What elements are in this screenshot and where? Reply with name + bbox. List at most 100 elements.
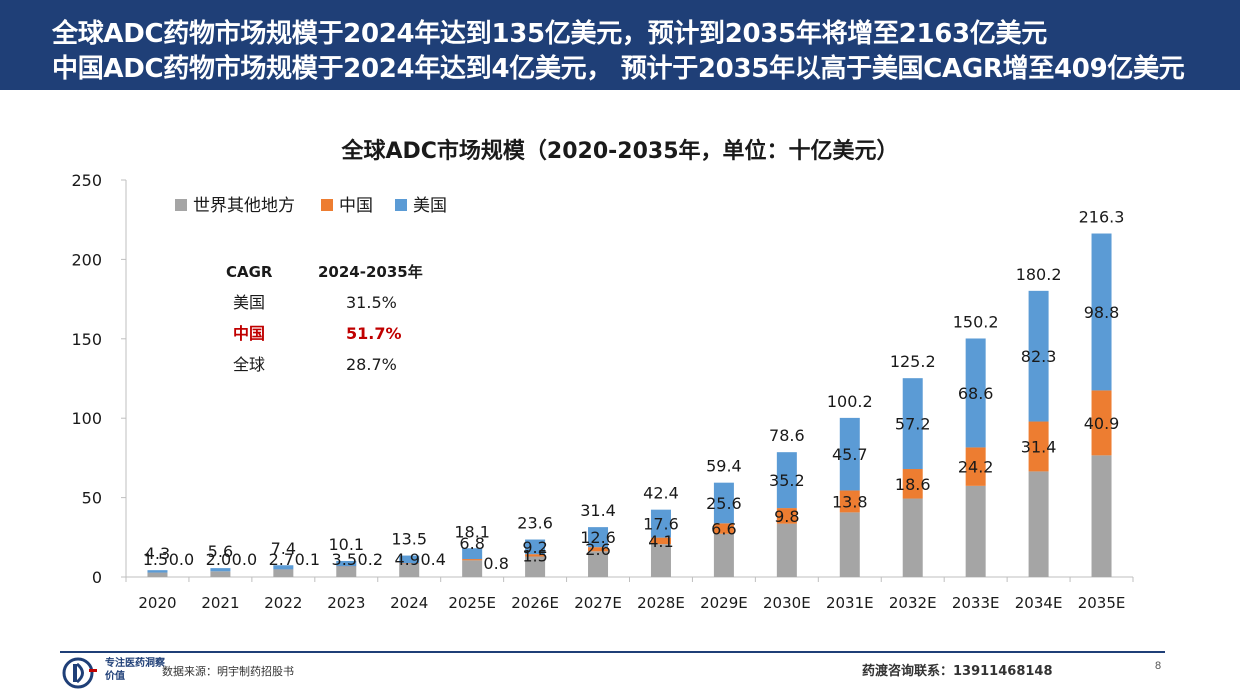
contact-info: 药渡咨询联系：13911468148 <box>862 664 1053 679</box>
cagr-header-label: CAGR <box>226 263 273 281</box>
data-label-us: 98.8 <box>1084 303 1120 322</box>
data-label-us: 45.7 <box>832 445 868 464</box>
bar-segment <box>839 512 860 577</box>
header-banner: 全球ADC药物市场规模于2024年达到135亿美元，预计到2035年将增至216… <box>0 0 1240 90</box>
data-label-total: 10.1 <box>328 535 364 554</box>
bar-segment <box>525 556 546 577</box>
data-label-total: 78.6 <box>769 426 805 445</box>
bar-segment <box>776 508 797 524</box>
x-tick-label: 2020 <box>138 594 176 612</box>
header-line-2: 中国ADC药物市场规模于2024年达到4亿美元， 预计于2035年以高于美国CA… <box>52 54 1185 84</box>
bar-segment <box>588 551 609 577</box>
data-label-us: 25.6 <box>706 494 742 513</box>
data-label-total: 180.2 <box>1016 265 1062 284</box>
data-label-us: 57.2 <box>895 415 931 434</box>
x-tick-label: 2024 <box>390 594 428 612</box>
bar-segment <box>839 417 860 491</box>
data-label-china: 40.9 <box>1084 414 1120 433</box>
x-tick-label: 2023 <box>327 594 365 612</box>
data-label-china: 1.5 <box>522 546 547 565</box>
x-tick-label: 2035E <box>1078 594 1126 612</box>
bar-segment <box>1091 455 1112 577</box>
y-tick-label: 200 <box>71 250 102 269</box>
legend-label: 中国 <box>339 196 373 216</box>
data-label-us: 35.2 <box>769 471 805 490</box>
bar-segment <box>965 485 986 577</box>
legend-label: 美国 <box>413 196 447 216</box>
data-label-us: 2.0 <box>206 550 231 569</box>
bar-segment <box>462 559 483 561</box>
x-tick-label: 2027E <box>574 594 622 612</box>
stacked-bar-chart: 全球ADC市场规模（2020-2035年，单位：十亿美元） 0 50 100 150 20… <box>71 138 1134 612</box>
data-label-us: 9.2 <box>522 538 547 557</box>
data-label-us: 17.6 <box>643 515 679 534</box>
chart-title: 全球ADC市场规模（2020-2035年，单位：十亿美元） <box>340 138 898 164</box>
cagr-row-value: 51.7% <box>346 324 402 343</box>
bar-segment <box>902 498 923 577</box>
bar-segment <box>713 523 734 534</box>
data-label-us: 12.6 <box>580 528 616 547</box>
bar-segment <box>399 563 420 564</box>
data-label-us: 68.6 <box>958 384 994 403</box>
data-label-total: 216.3 <box>1079 208 1125 227</box>
data-label-total: 31.4 <box>580 501 616 520</box>
data-label-us: 3.5 <box>332 550 357 569</box>
data-label-china: 0.0 <box>169 550 194 569</box>
data-label-china: 0.0 <box>232 550 257 569</box>
bar-segment <box>525 554 546 557</box>
x-tick-label: 2032E <box>889 594 937 612</box>
bar-segment <box>399 563 420 577</box>
y-tick-label: 250 <box>71 171 102 190</box>
x-tick-label: 2026E <box>511 594 559 612</box>
bar-segment <box>650 544 671 577</box>
data-label-total: 18.1 <box>454 522 490 541</box>
data-label-us: 1.5 <box>143 550 168 569</box>
bar-segment <box>650 509 671 538</box>
bar-segment <box>462 548 483 560</box>
data-label-total: 4.3 <box>145 544 170 563</box>
data-label-total: 100.2 <box>827 392 873 411</box>
bar-segment <box>525 539 546 555</box>
footer-slogan: 专注医药洞察价值 <box>105 658 165 682</box>
data-label-total: 150.2 <box>953 312 999 331</box>
page-number: 8 <box>1155 660 1162 672</box>
bar-segment <box>210 571 231 577</box>
data-label-total: 13.5 <box>391 530 427 549</box>
bar-segment <box>1028 421 1049 472</box>
data-label-total: 59.4 <box>706 457 742 476</box>
bar-segment <box>588 547 609 552</box>
cagr-header-period: 2024-2035年 <box>318 263 423 281</box>
x-tick-label: 2031E <box>826 594 874 612</box>
data-label-us: 82.3 <box>1021 347 1057 366</box>
bar-segment <box>273 565 294 570</box>
data-label-china: 9.8 <box>774 507 799 526</box>
bar-segment <box>713 482 734 524</box>
bar-segment <box>1091 390 1112 456</box>
legend-swatch <box>321 199 333 211</box>
x-tick-label: 2028E <box>637 594 685 612</box>
bar-segment <box>1091 233 1112 391</box>
bar-segment <box>588 527 609 548</box>
data-label-us: 4.9 <box>394 550 419 569</box>
company-logo-icon <box>62 657 100 694</box>
cagr-row-label: 中国 <box>233 324 265 343</box>
bar-segment <box>776 452 797 509</box>
data-label-total: 5.6 <box>208 542 233 561</box>
data-label-china: 0.1 <box>295 550 320 569</box>
bar-segment <box>839 490 860 513</box>
legend-label: 世界其他地方 <box>193 196 295 216</box>
bar-segment <box>147 572 168 577</box>
data-label-total: 23.6 <box>517 514 553 533</box>
bar-segment <box>776 523 797 577</box>
y-tick-label: 50 <box>82 489 102 508</box>
x-tick-label: 2034E <box>1015 594 1063 612</box>
data-label-china: 18.6 <box>895 475 931 494</box>
data-label-china: 4.1 <box>648 532 673 551</box>
data-label-china: 2.6 <box>585 540 610 559</box>
data-label-china: 6.6 <box>711 520 736 539</box>
x-tick-label: 2025E <box>448 594 496 612</box>
bar-segment <box>902 469 923 499</box>
cagr-row-label: 美国 <box>233 293 265 312</box>
data-label-us: 2.7 <box>269 550 294 569</box>
data-label-total: 125.2 <box>890 352 936 371</box>
